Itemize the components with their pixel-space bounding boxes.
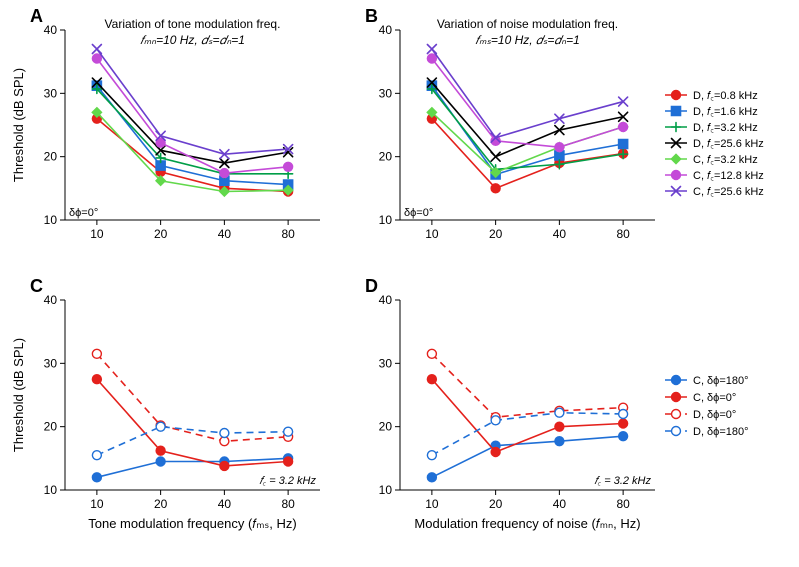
panel-annotation: δϕ=0°	[69, 207, 98, 219]
series-line-C_f3.2	[432, 112, 623, 172]
ytick-label: 10	[379, 213, 393, 227]
ytick-label: 40	[379, 293, 393, 307]
series-line-C_0	[432, 379, 623, 452]
xtick-label: 40	[218, 227, 232, 241]
panel-subtitle: 𝑓ₘₙ=10 Hz, 𝑑ₛ=𝑑ₙ=1	[140, 33, 245, 47]
xtick-label: 80	[281, 497, 295, 511]
xtick-label: 80	[281, 227, 295, 241]
xtick-label: 10	[425, 227, 439, 241]
ytick-label: 20	[379, 420, 393, 434]
x-axis-title: Modulation frequency of noise (𝑓ₘₙ, Hz)	[414, 516, 640, 531]
ytick-label: 40	[44, 293, 58, 307]
legend-label: C, 𝑓꜀=3.2 kHz	[693, 154, 758, 166]
legend-label: D, 𝑓꜀=0.8 kHz	[693, 90, 758, 102]
xtick-label: 80	[616, 497, 630, 511]
legend-label: D, 𝑓꜀=3.2 kHz	[693, 122, 758, 134]
legend-label: C, 𝑓꜀=12.8 kHz	[693, 170, 764, 182]
panel-label: B	[365, 6, 378, 26]
panel-B: 10 20 30 40 10 20 40 80 B Variation of noise modu…	[365, 6, 655, 241]
series-line-D_180	[432, 413, 623, 455]
ytick-label: 10	[44, 213, 58, 227]
xtick-label: 20	[154, 497, 168, 511]
ytick-label: 20	[44, 150, 58, 164]
panel-label: C	[30, 276, 43, 296]
panel-annotation: δϕ=0°	[404, 207, 433, 219]
panel-annotation: 𝑓꜀ = 3.2 kHz	[259, 475, 316, 487]
xtick-label: 40	[553, 227, 567, 241]
series-line-C_180	[432, 436, 623, 477]
series-line-D_f0.8	[97, 119, 288, 192]
xtick-label: 20	[489, 227, 503, 241]
series-line-D_f3.2	[97, 89, 288, 174]
legend-label: C, δϕ=180°	[693, 375, 749, 387]
panel-label: D	[365, 276, 378, 296]
panel-title: Variation of noise modulation freq.	[437, 17, 618, 31]
ytick-label: 40	[44, 23, 58, 37]
xtick-label: 40	[218, 497, 232, 511]
series-line-D_180	[97, 427, 288, 456]
ytick-label: 10	[379, 483, 393, 497]
panel-C: 10 20 30 40 10 20 40 80 C𝑓꜀ = 3.2 kHz Threshold (…	[11, 276, 320, 531]
legend-top: D, 𝑓꜀=0.8 kHz D, 𝑓꜀=1.6 kHz D, 𝑓꜀=3.2 kHz D…	[665, 90, 764, 198]
series-line-C_f25.6	[97, 49, 288, 154]
xtick-label: 40	[553, 497, 567, 511]
panel-title: Variation of tone modulation freq.	[105, 17, 281, 31]
panel-D: 10 20 30 40 10 20 40 80 D𝑓꜀ = 3.2 kHz Modulation …	[365, 276, 655, 531]
panel-label: A	[30, 6, 43, 26]
series-line-C_0	[97, 379, 288, 466]
figure-svg: 10 20 30 40 10 20 40 80 A Variation of tone modul…	[0, 0, 799, 567]
series-line-C_f12.8	[432, 59, 623, 148]
xtick-label: 80	[616, 227, 630, 241]
xtick-label: 10	[425, 497, 439, 511]
xtick-label: 20	[154, 227, 168, 241]
series-line-D_f0.8	[432, 119, 623, 189]
y-axis-title: Threshold (dB SPL)	[11, 68, 26, 182]
legend-label: D, δϕ=180°	[693, 426, 749, 438]
ytick-label: 20	[379, 150, 393, 164]
xtick-label: 20	[489, 497, 503, 511]
xtick-label: 10	[90, 497, 104, 511]
y-axis-title: Threshold (dB SPL)	[11, 338, 26, 452]
figure-root: 10 20 30 40 10 20 40 80 A Variation of tone modul…	[0, 0, 799, 567]
ytick-label: 30	[44, 86, 58, 100]
legend-label: D, δϕ=0°	[693, 409, 736, 421]
ytick-label: 30	[379, 86, 393, 100]
ytick-label: 10	[44, 483, 58, 497]
ytick-label: 30	[379, 356, 393, 370]
xtick-label: 10	[90, 227, 104, 241]
ytick-label: 40	[379, 23, 393, 37]
series-line-D_0	[97, 354, 288, 441]
legend-label: D, 𝑓꜀=1.6 kHz	[693, 106, 758, 118]
series-line-D_f1.6	[432, 86, 623, 175]
panel-annotation: 𝑓꜀ = 3.2 kHz	[594, 475, 651, 487]
panel-A: 10 20 30 40 10 20 40 80 A Variation of tone modul…	[11, 6, 320, 241]
series-line-D_0	[432, 354, 623, 417]
ytick-label: 30	[44, 356, 58, 370]
series-line-D_f25.6	[432, 83, 623, 157]
legend-label: C, δϕ=0°	[693, 392, 736, 404]
panel-subtitle: 𝑓ₘₛ=10 Hz, 𝑑ₛ=𝑑ₙ=1	[475, 33, 580, 47]
x-axis-title: Tone modulation frequency (𝑓ₘₛ, Hz)	[88, 516, 296, 531]
legend-label: C, 𝑓꜀=25.6 kHz	[693, 186, 764, 198]
ytick-label: 20	[44, 420, 58, 434]
legend-bottom: C, δϕ=180° C, δϕ=0° D, δϕ=0° D, δϕ=180°	[665, 375, 749, 438]
legend-label: D, 𝑓꜀=25.6 kHz	[693, 138, 764, 150]
